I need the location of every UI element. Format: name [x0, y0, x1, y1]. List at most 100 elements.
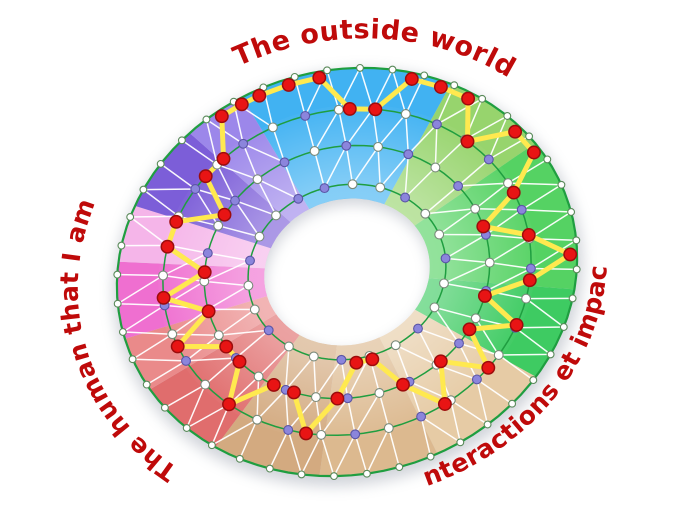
rim-node[interactable]: [557, 180, 566, 189]
rim-node[interactable]: [117, 241, 126, 250]
rim-node[interactable]: [330, 472, 338, 481]
rim-node[interactable]: [568, 294, 577, 303]
node[interactable]: [390, 340, 401, 351]
selected-node[interactable]: [156, 290, 171, 305]
rim-node[interactable]: [118, 328, 127, 336]
rim-node[interactable]: [202, 115, 211, 124]
rim-node[interactable]: [567, 208, 576, 216]
node[interactable]: [483, 154, 494, 165]
node[interactable]: [245, 255, 255, 266]
node[interactable]: [403, 149, 414, 160]
rim-node[interactable]: [572, 265, 581, 274]
selected-node[interactable]: [508, 124, 523, 139]
node[interactable]: [293, 193, 304, 204]
selected-node[interactable]: [506, 185, 521, 200]
node[interactable]: [493, 350, 504, 360]
rim-node[interactable]: [478, 94, 487, 103]
node[interactable]: [347, 179, 358, 190]
rim-node[interactable]: [126, 213, 135, 221]
rim-node[interactable]: [156, 159, 165, 168]
rim-node[interactable]: [356, 63, 364, 72]
selected-node[interactable]: [219, 339, 234, 354]
rim-node[interactable]: [572, 236, 581, 245]
rim-node[interactable]: [559, 323, 568, 331]
selected-node[interactable]: [509, 317, 524, 332]
selected-node[interactable]: [252, 88, 267, 103]
selected-node[interactable]: [461, 91, 476, 106]
selected-node[interactable]: [169, 214, 184, 229]
node[interactable]: [202, 248, 213, 259]
selected-node[interactable]: [234, 97, 249, 112]
selected-node[interactable]: [214, 109, 229, 124]
selected-node[interactable]: [365, 352, 380, 367]
node[interactable]: [342, 393, 353, 404]
selected-node[interactable]: [476, 219, 491, 234]
rim-node[interactable]: [456, 438, 465, 447]
node[interactable]: [420, 208, 431, 219]
rim-node[interactable]: [395, 463, 404, 472]
node[interactable]: [252, 414, 263, 425]
rim-node[interactable]: [546, 350, 555, 359]
selected-node[interactable]: [198, 169, 213, 184]
rim-node[interactable]: [160, 403, 169, 412]
node[interactable]: [238, 138, 249, 149]
rim-node[interactable]: [128, 355, 137, 364]
selected-node[interactable]: [312, 70, 327, 85]
node[interactable]: [400, 109, 411, 119]
selected-node[interactable]: [481, 360, 496, 375]
node[interactable]: [336, 354, 347, 365]
node[interactable]: [453, 181, 464, 191]
node[interactable]: [503, 178, 513, 189]
selected-node[interactable]: [526, 145, 541, 160]
node[interactable]: [440, 253, 451, 264]
node[interactable]: [430, 162, 441, 173]
node[interactable]: [249, 304, 260, 315]
node[interactable]: [434, 229, 445, 240]
node[interactable]: [316, 429, 327, 440]
selected-node[interactable]: [160, 239, 175, 254]
node[interactable]: [267, 122, 278, 133]
rim-node[interactable]: [323, 66, 332, 75]
node[interactable]: [484, 257, 495, 268]
node[interactable]: [309, 146, 320, 156]
node[interactable]: [374, 388, 385, 398]
node[interactable]: [310, 392, 321, 403]
selected-node[interactable]: [330, 391, 345, 406]
selected-node[interactable]: [437, 397, 452, 411]
rim-node[interactable]: [450, 81, 459, 90]
selected-node[interactable]: [433, 80, 448, 94]
rim-node[interactable]: [290, 72, 299, 81]
rim-node[interactable]: [297, 470, 306, 479]
node[interactable]: [158, 270, 169, 281]
node[interactable]: [333, 104, 344, 115]
rim-node[interactable]: [483, 420, 492, 429]
selected-node[interactable]: [477, 288, 492, 303]
selected-node[interactable]: [286, 385, 301, 400]
node[interactable]: [263, 325, 274, 336]
selected-node[interactable]: [404, 72, 419, 86]
selected-node[interactable]: [197, 265, 212, 280]
node[interactable]: [181, 355, 191, 366]
selected-node[interactable]: [521, 228, 536, 242]
rim-node[interactable]: [543, 155, 552, 164]
rim-node[interactable]: [525, 132, 534, 141]
rim-node[interactable]: [142, 380, 151, 389]
node[interactable]: [213, 330, 224, 341]
rim-node[interactable]: [388, 65, 397, 74]
node[interactable]: [416, 411, 427, 422]
node[interactable]: [521, 293, 532, 304]
rim-node[interactable]: [113, 299, 122, 308]
node[interactable]: [213, 220, 224, 231]
node[interactable]: [470, 203, 481, 214]
rim-node[interactable]: [113, 270, 122, 279]
node[interactable]: [252, 174, 263, 185]
selected-node[interactable]: [563, 247, 578, 262]
node[interactable]: [319, 183, 330, 194]
selected-node[interactable]: [281, 77, 296, 92]
node[interactable]: [253, 371, 264, 382]
node[interactable]: [516, 204, 527, 215]
node[interactable]: [431, 119, 442, 130]
selected-node[interactable]: [396, 377, 410, 392]
selected-node[interactable]: [216, 151, 231, 166]
node[interactable]: [283, 425, 294, 435]
